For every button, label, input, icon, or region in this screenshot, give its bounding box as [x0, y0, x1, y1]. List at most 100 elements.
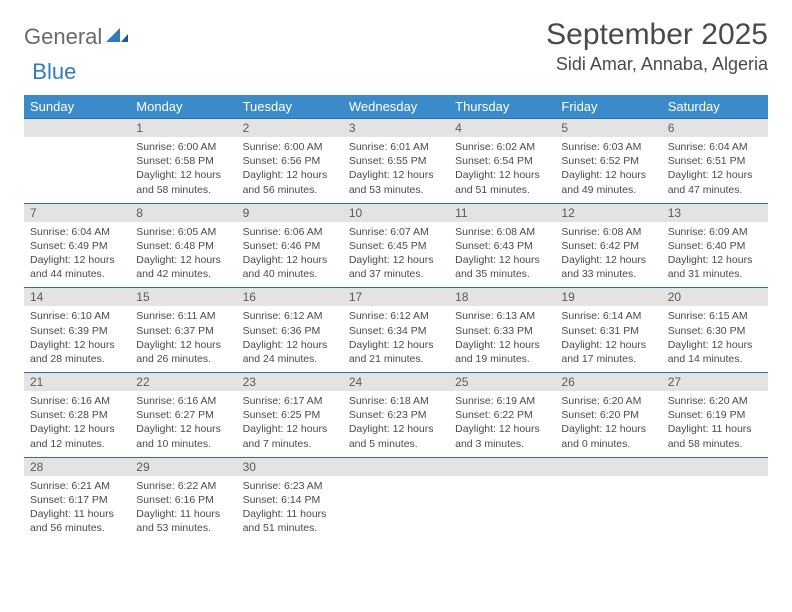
daylight-text: Daylight: 12 hours and 3 minutes. [455, 422, 549, 450]
day-cell [449, 476, 555, 542]
day-number: 19 [555, 288, 661, 307]
daylight-text: Daylight: 11 hours and 58 minutes. [668, 422, 762, 450]
content-row: Sunrise: 6:00 AMSunset: 6:58 PMDaylight:… [24, 137, 768, 203]
day-cell: Sunrise: 6:16 AMSunset: 6:27 PMDaylight:… [130, 391, 236, 457]
day-number: 10 [343, 203, 449, 222]
day-cell: Sunrise: 6:15 AMSunset: 6:30 PMDaylight:… [662, 306, 768, 372]
sunrise-text: Sunrise: 6:11 AM [136, 309, 230, 323]
day-header: Thursday [449, 95, 555, 119]
day-number: 25 [449, 373, 555, 392]
day-cell: Sunrise: 6:11 AMSunset: 6:37 PMDaylight:… [130, 306, 236, 372]
daylight-text: Daylight: 12 hours and 28 minutes. [30, 338, 124, 366]
daylight-text: Daylight: 12 hours and 26 minutes. [136, 338, 230, 366]
location-label: Sidi Amar, Annaba, Algeria [546, 54, 768, 75]
sunrise-text: Sunrise: 6:09 AM [668, 225, 762, 239]
daylight-text: Daylight: 11 hours and 51 minutes. [243, 507, 337, 535]
day-cell: Sunrise: 6:03 AMSunset: 6:52 PMDaylight:… [555, 137, 661, 203]
day-cell: Sunrise: 6:02 AMSunset: 6:54 PMDaylight:… [449, 137, 555, 203]
day-number: 22 [130, 373, 236, 392]
day-cell: Sunrise: 6:06 AMSunset: 6:46 PMDaylight:… [237, 222, 343, 288]
sunset-text: Sunset: 6:25 PM [243, 408, 337, 422]
day-number: 9 [237, 203, 343, 222]
daylight-text: Daylight: 12 hours and 24 minutes. [243, 338, 337, 366]
sunset-text: Sunset: 6:16 PM [136, 493, 230, 507]
day-cell: Sunrise: 6:01 AMSunset: 6:55 PMDaylight:… [343, 137, 449, 203]
brand-logo: General [24, 18, 130, 50]
sunset-text: Sunset: 6:34 PM [349, 324, 443, 338]
daylight-text: Daylight: 11 hours and 56 minutes. [30, 507, 124, 535]
day-header: Tuesday [237, 95, 343, 119]
sunrise-text: Sunrise: 6:08 AM [455, 225, 549, 239]
day-cell: Sunrise: 6:00 AMSunset: 6:58 PMDaylight:… [130, 137, 236, 203]
daylight-text: Daylight: 12 hours and 58 minutes. [136, 168, 230, 196]
sunrise-text: Sunrise: 6:16 AM [136, 394, 230, 408]
sunset-text: Sunset: 6:55 PM [349, 154, 443, 168]
day-cell: Sunrise: 6:12 AMSunset: 6:34 PMDaylight:… [343, 306, 449, 372]
day-number: 16 [237, 288, 343, 307]
daylight-text: Daylight: 12 hours and 21 minutes. [349, 338, 443, 366]
sunset-text: Sunset: 6:27 PM [136, 408, 230, 422]
day-number [24, 119, 130, 138]
sunrise-text: Sunrise: 6:04 AM [668, 140, 762, 154]
sunset-text: Sunset: 6:49 PM [30, 239, 124, 253]
day-cell: Sunrise: 6:10 AMSunset: 6:39 PMDaylight:… [24, 306, 130, 372]
daynum-row: 21222324252627 [24, 373, 768, 392]
sunset-text: Sunset: 6:31 PM [561, 324, 655, 338]
day-number: 1 [130, 119, 236, 138]
sunrise-text: Sunrise: 6:12 AM [349, 309, 443, 323]
sunset-text: Sunset: 6:56 PM [243, 154, 337, 168]
day-cell: Sunrise: 6:08 AMSunset: 6:43 PMDaylight:… [449, 222, 555, 288]
daylight-text: Daylight: 12 hours and 51 minutes. [455, 168, 549, 196]
sunset-text: Sunset: 6:52 PM [561, 154, 655, 168]
day-cell: Sunrise: 6:14 AMSunset: 6:31 PMDaylight:… [555, 306, 661, 372]
daylight-text: Daylight: 12 hours and 33 minutes. [561, 253, 655, 281]
day-number: 28 [24, 457, 130, 476]
day-number [555, 457, 661, 476]
sunrise-text: Sunrise: 6:22 AM [136, 479, 230, 493]
daynum-row: 282930 [24, 457, 768, 476]
sunset-text: Sunset: 6:39 PM [30, 324, 124, 338]
sunrise-text: Sunrise: 6:21 AM [30, 479, 124, 493]
daylight-text: Daylight: 12 hours and 37 minutes. [349, 253, 443, 281]
daylight-text: Daylight: 12 hours and 0 minutes. [561, 422, 655, 450]
daynum-row: 78910111213 [24, 203, 768, 222]
sunset-text: Sunset: 6:20 PM [561, 408, 655, 422]
day-number: 3 [343, 119, 449, 138]
daylight-text: Daylight: 12 hours and 53 minutes. [349, 168, 443, 196]
day-cell [555, 476, 661, 542]
sunrise-text: Sunrise: 6:00 AM [136, 140, 230, 154]
day-cell: Sunrise: 6:23 AMSunset: 6:14 PMDaylight:… [237, 476, 343, 542]
day-number: 5 [555, 119, 661, 138]
daylight-text: Daylight: 12 hours and 47 minutes. [668, 168, 762, 196]
daylight-text: Daylight: 12 hours and 42 minutes. [136, 253, 230, 281]
calendar-table: Sunday Monday Tuesday Wednesday Thursday… [24, 95, 768, 542]
sunrise-text: Sunrise: 6:20 AM [561, 394, 655, 408]
day-number: 14 [24, 288, 130, 307]
day-number: 17 [343, 288, 449, 307]
day-cell: Sunrise: 6:08 AMSunset: 6:42 PMDaylight:… [555, 222, 661, 288]
sunrise-text: Sunrise: 6:01 AM [349, 140, 443, 154]
daylight-text: Daylight: 12 hours and 44 minutes. [30, 253, 124, 281]
sunset-text: Sunset: 6:37 PM [136, 324, 230, 338]
sunrise-text: Sunrise: 6:00 AM [243, 140, 337, 154]
sunrise-text: Sunrise: 6:06 AM [243, 225, 337, 239]
sunrise-text: Sunrise: 6:19 AM [455, 394, 549, 408]
daylight-text: Daylight: 12 hours and 10 minutes. [136, 422, 230, 450]
day-cell: Sunrise: 6:20 AMSunset: 6:19 PMDaylight:… [662, 391, 768, 457]
sunrise-text: Sunrise: 6:04 AM [30, 225, 124, 239]
sunset-text: Sunset: 6:30 PM [668, 324, 762, 338]
sunrise-text: Sunrise: 6:16 AM [30, 394, 124, 408]
sunset-text: Sunset: 6:33 PM [455, 324, 549, 338]
day-number: 26 [555, 373, 661, 392]
sunset-text: Sunset: 6:22 PM [455, 408, 549, 422]
day-number: 21 [24, 373, 130, 392]
day-cell: Sunrise: 6:21 AMSunset: 6:17 PMDaylight:… [24, 476, 130, 542]
day-number: 8 [130, 203, 236, 222]
title-block: September 2025 Sidi Amar, Annaba, Algeri… [546, 18, 768, 75]
day-cell: Sunrise: 6:07 AMSunset: 6:45 PMDaylight:… [343, 222, 449, 288]
daylight-text: Daylight: 12 hours and 17 minutes. [561, 338, 655, 366]
sunset-text: Sunset: 6:58 PM [136, 154, 230, 168]
sunrise-text: Sunrise: 6:18 AM [349, 394, 443, 408]
day-header: Monday [130, 95, 236, 119]
daylight-text: Daylight: 12 hours and 14 minutes. [668, 338, 762, 366]
